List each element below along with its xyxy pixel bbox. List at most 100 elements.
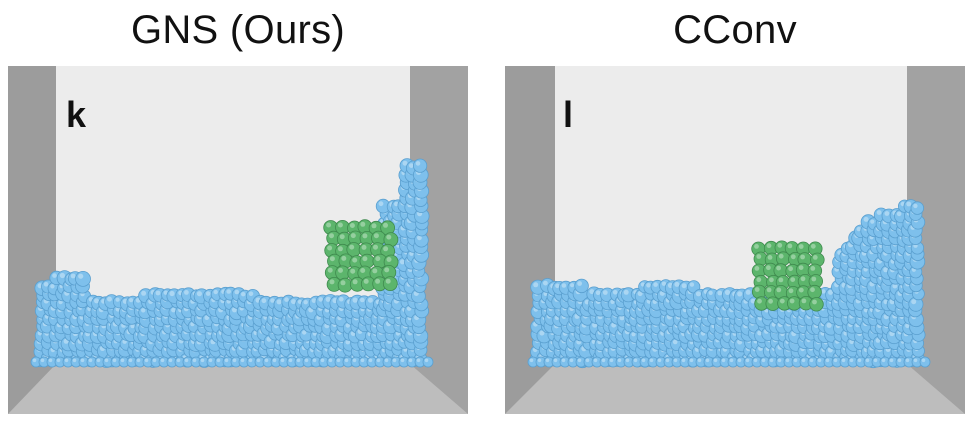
particle-highlight — [870, 219, 875, 224]
particle-highlight — [361, 244, 367, 250]
particle-highlight — [633, 358, 638, 363]
particle-highlight — [338, 267, 343, 273]
particle-highlight — [120, 358, 125, 363]
particle-highlight — [350, 268, 356, 274]
particle-highlight — [801, 298, 807, 304]
particle-highlight — [865, 358, 870, 363]
particle-highlight — [141, 290, 147, 296]
particle-highlight — [50, 284, 55, 289]
particle-highlight — [593, 358, 598, 363]
particle-highlight — [798, 265, 804, 270]
particle-highlight — [539, 330, 545, 336]
particle-highlight — [384, 358, 389, 363]
particle-highlight — [689, 282, 695, 287]
particle-highlight — [826, 322, 832, 328]
particle-highlight — [336, 358, 341, 363]
particle-highlight — [169, 290, 175, 297]
particle-highlight — [408, 163, 414, 168]
particle-highlight — [876, 210, 882, 215]
particle-highlight — [234, 289, 240, 295]
particle-highlight — [304, 358, 309, 363]
particle-highlight — [129, 298, 134, 303]
particle-highlight — [777, 242, 783, 248]
render-svg-cconv — [505, 66, 965, 414]
particle-highlight — [96, 358, 101, 363]
particle-highlight — [329, 279, 335, 285]
particle-highlight — [665, 358, 670, 363]
particle-highlight — [789, 298, 795, 304]
particle-highlight — [801, 358, 806, 363]
particle-highlight — [849, 358, 854, 363]
particle-highlight — [276, 299, 282, 305]
particle-highlight — [905, 323, 910, 329]
particle-highlight — [721, 358, 726, 363]
particle-highlight — [695, 291, 701, 297]
particle-highlight — [350, 233, 356, 239]
particle-highlight — [184, 290, 189, 295]
solid-cube-cconv — [751, 240, 825, 312]
particle-highlight — [761, 358, 766, 363]
particle-highlight — [778, 277, 784, 283]
particle-highlight — [216, 358, 221, 363]
panel-letter-k: k — [66, 94, 87, 135]
particle-highlight — [213, 289, 218, 295]
particle-highlight — [689, 358, 694, 363]
particle-highlight — [288, 358, 293, 363]
particle-highlight — [344, 358, 349, 363]
particle-highlight — [811, 276, 817, 282]
particle-highlight — [776, 287, 782, 293]
particle-highlight — [284, 297, 289, 302]
particle-highlight — [80, 358, 85, 363]
particle-highlight — [40, 358, 45, 363]
particle-highlight — [881, 358, 886, 363]
fluid-particles-gns — [30, 158, 434, 368]
particle-highlight — [681, 358, 686, 363]
particle-highlight — [373, 233, 379, 239]
panel-gns: GNS (Ours) k — [8, 0, 468, 425]
particle-highlight — [107, 296, 112, 302]
particle-highlight — [906, 201, 912, 207]
particle-highlight — [328, 358, 333, 363]
particle-highlight — [787, 243, 793, 249]
particle-highlight — [329, 256, 335, 262]
particle-highlight — [375, 256, 381, 262]
particle-highlight — [776, 265, 781, 271]
particle-highlight — [569, 358, 574, 363]
particle-highlight — [672, 339, 678, 345]
particle-highlight — [360, 297, 365, 303]
particle-highlight — [302, 330, 307, 335]
particle-highlight — [280, 358, 285, 363]
particle-highlight — [745, 289, 751, 295]
particle-highlight — [264, 358, 269, 363]
particle-highlight — [653, 282, 658, 287]
particle-highlight — [825, 358, 830, 363]
particle-highlight — [240, 358, 245, 363]
particle-highlight — [800, 254, 805, 260]
particle-highlight — [339, 296, 344, 302]
particle-highlight — [646, 283, 651, 288]
particle-highlight — [545, 358, 550, 363]
particle-highlight — [196, 291, 202, 297]
particle-highlight — [383, 246, 389, 252]
particle-highlight — [152, 358, 157, 363]
particle-highlight — [362, 233, 368, 239]
particle-highlight — [64, 358, 69, 363]
particle-highlight — [155, 290, 161, 296]
particle — [422, 356, 434, 368]
particle-highlight — [424, 358, 429, 363]
particle-highlight — [416, 358, 421, 363]
particle-highlight — [141, 308, 146, 313]
particle-highlight — [303, 300, 308, 305]
particle-highlight — [144, 358, 149, 363]
particle-highlight — [619, 315, 625, 321]
particle-highlight — [812, 299, 817, 305]
particle-highlight — [705, 358, 710, 363]
particle-highlight — [360, 221, 366, 227]
particle-highlight — [312, 358, 317, 363]
particle-highlight — [896, 211, 902, 217]
particle-highlight — [810, 287, 815, 293]
particle-highlight — [873, 358, 878, 363]
particle-highlight — [59, 272, 65, 279]
fluid-particles-cconv — [527, 199, 931, 369]
particle-highlight — [555, 283, 560, 289]
